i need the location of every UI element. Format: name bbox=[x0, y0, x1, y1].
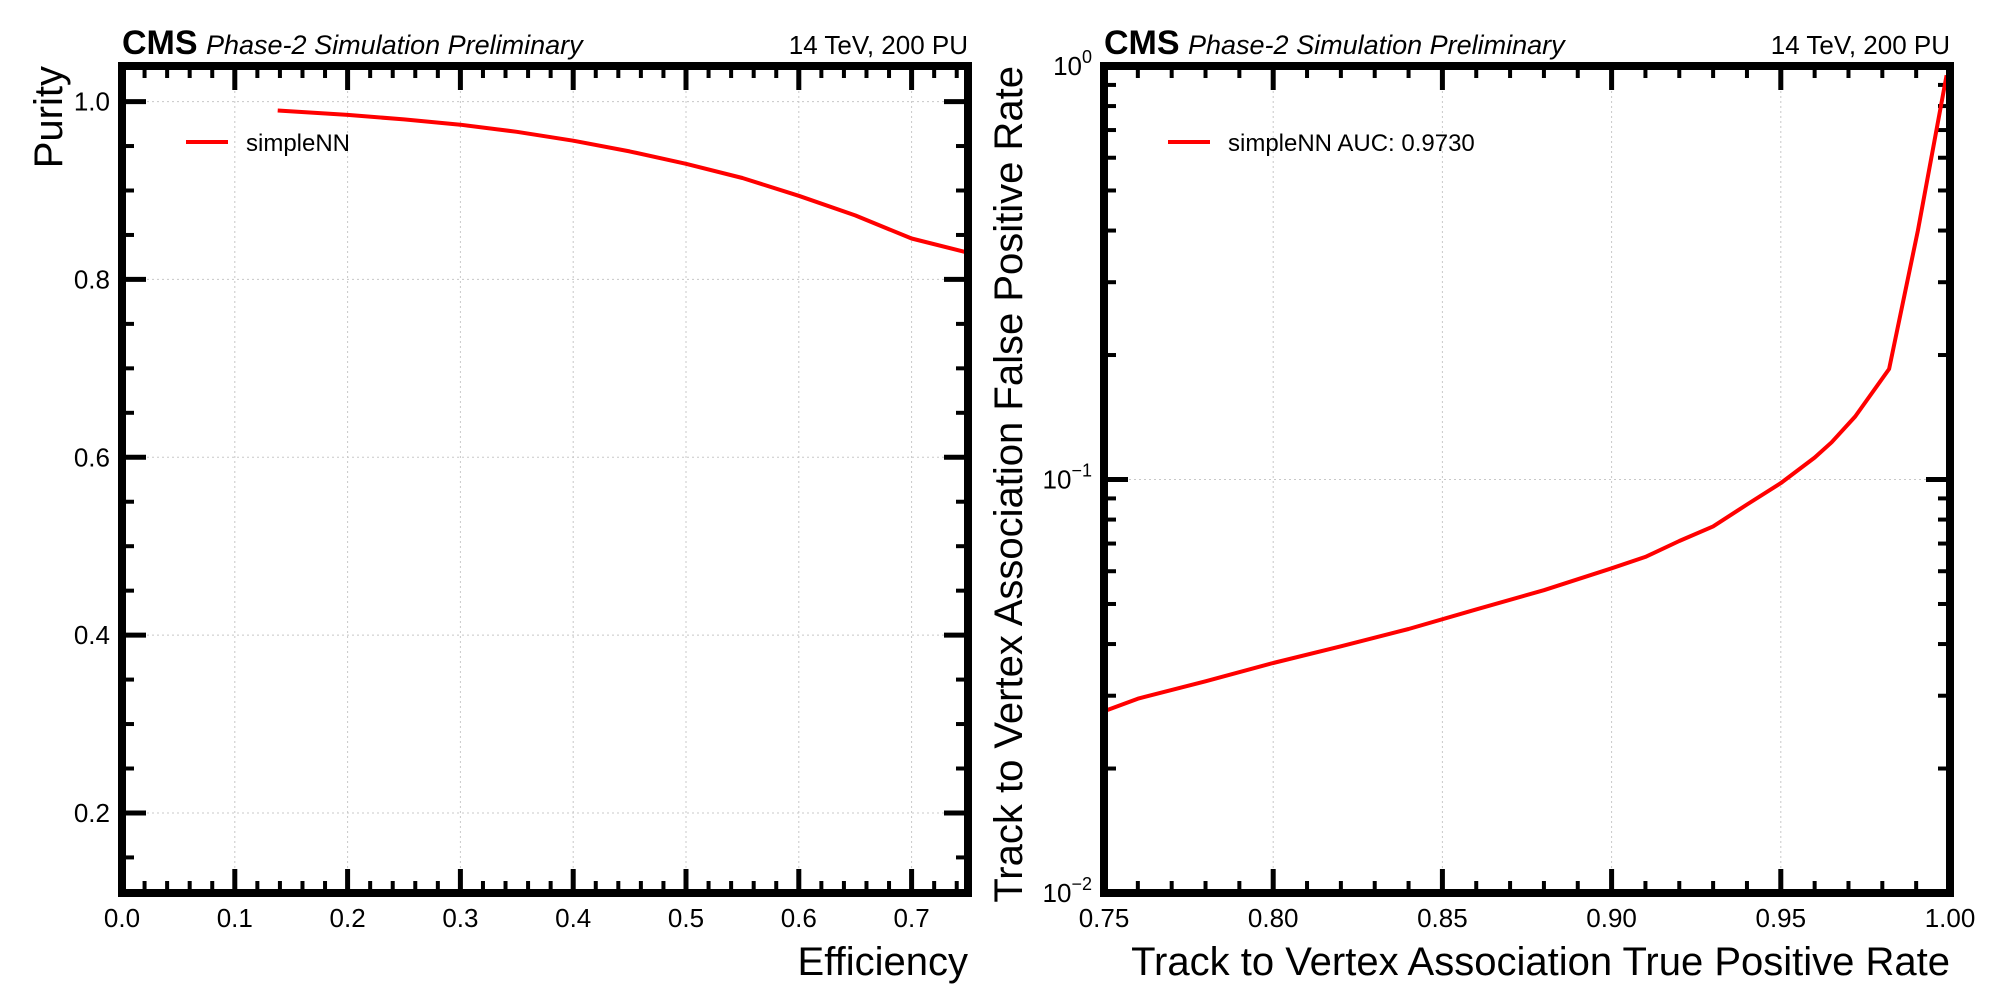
experiment-label: CMS bbox=[1104, 24, 1180, 62]
x-tick-label: 0.3 bbox=[442, 903, 478, 933]
y-tick-label: 10−1 bbox=[1043, 461, 1092, 495]
x-tick-label: 0.7 bbox=[894, 903, 930, 933]
x-tick-label: 0.95 bbox=[1755, 903, 1806, 933]
y-tick-label: 0.6 bbox=[74, 442, 110, 472]
y-tick-label: 1.0 bbox=[74, 87, 110, 117]
x-axis-label: Track to Vertex Association True Positiv… bbox=[1131, 940, 1950, 984]
y-axis-label: Track to Vertex Association False Positi… bbox=[987, 66, 1031, 903]
series-line bbox=[277, 108, 969, 255]
y-tick-label: 0.8 bbox=[74, 264, 110, 294]
energy-label: 14 TeV, 200 PU bbox=[1771, 30, 1950, 60]
x-tick-label: 1.00 bbox=[1925, 903, 1976, 933]
y-tick-label: 10−2 bbox=[1043, 874, 1092, 908]
y-tick-label: 0.4 bbox=[74, 620, 110, 650]
x-tick-label: 0.1 bbox=[217, 903, 253, 933]
x-tick-label: 0.80 bbox=[1248, 903, 1299, 933]
x-tick-label: 0.0 bbox=[104, 903, 140, 933]
x-tick-label: 0.5 bbox=[668, 903, 704, 933]
legend-label: simpleNN AUC: 0.9730 bbox=[1228, 130, 1475, 157]
x-tick-label: 0.75 bbox=[1079, 903, 1130, 933]
plot-frame bbox=[1100, 62, 1954, 897]
y-tick-label: 100 bbox=[1053, 47, 1092, 81]
y-tick-label: 0.2 bbox=[74, 798, 110, 828]
energy-label: 14 TeV, 200 PU bbox=[789, 30, 968, 60]
x-tick-label: 0.90 bbox=[1586, 903, 1637, 933]
x-tick-label: 0.4 bbox=[555, 903, 591, 933]
series-line bbox=[1103, 74, 1949, 714]
status-label: Phase-2 Simulation Preliminary bbox=[206, 30, 584, 60]
x-tick-label: 0.2 bbox=[330, 903, 366, 933]
roc-panel: 0.75 0.80 0.85 0.90 0.95 1.00 10−2 10−1 100 simpl… bbox=[987, 24, 1975, 984]
plot-frame bbox=[118, 62, 972, 897]
x-axis-label: Efficiency bbox=[798, 940, 968, 984]
legend-label: simpleNN bbox=[246, 130, 350, 157]
x-tick-label: 0.6 bbox=[781, 903, 817, 933]
experiment-label: CMS bbox=[122, 24, 198, 62]
x-tick-label: 0.85 bbox=[1417, 903, 1468, 933]
status-label: Phase-2 Simulation Preliminary bbox=[1188, 30, 1566, 60]
purity-efficiency-panel: 0.0 0.1 0.2 0.3 0.4 0.5 0.6 0.7 0.2 0.4 0.6 0.8 1.0 s… bbox=[27, 24, 972, 984]
y-axis-label: Purity bbox=[27, 66, 71, 168]
